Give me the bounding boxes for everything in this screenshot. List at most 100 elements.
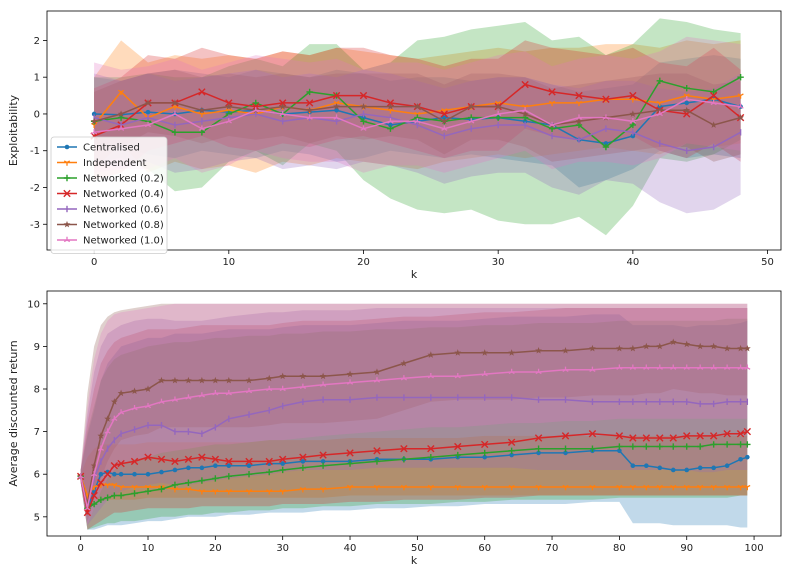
x-tick-label: 10 [222, 257, 235, 268]
point-networked-1-0 [427, 373, 434, 379]
series-networked-0-4 [76, 427, 752, 517]
point-networked-0-8 [535, 347, 542, 354]
point-networked-0-8 [629, 110, 637, 117]
legend-marker [63, 189, 71, 198]
point-networked-0-8 [373, 368, 381, 375]
y-axis-label: Exploitability [7, 94, 20, 166]
legend-label: Networked (0.8) [83, 220, 164, 231]
point-networked-1-0 [97, 445, 104, 451]
x-tick-label: 30 [492, 257, 505, 268]
legend-item-networked-0-8: Networked (0.8) [57, 220, 164, 231]
band-networked-0-6 [80, 308, 748, 526]
point-networked-1-0 [495, 110, 502, 117]
point-centralised [644, 463, 649, 468]
exploitability-chart: 0 10 20 30 40 50 -3 -2 -1 0 1 2 k Exploitability Centr… [7, 10, 782, 281]
point-networked-1-0 [656, 364, 663, 370]
point-networked-0-2 [212, 475, 219, 482]
point-networked-0-8 [158, 376, 165, 384]
point-networked-0-4 [615, 432, 624, 440]
point-networked-0-2 [521, 114, 529, 121]
point-networked-1-0 [373, 377, 381, 383]
point-networked-0-4 [400, 444, 408, 453]
point-networked-1-0 [683, 96, 690, 102]
point-networked-0-4 [278, 99, 287, 107]
point-independent [185, 486, 192, 493]
legend-label: Networked (0.6) [83, 205, 164, 216]
series-independent [77, 474, 751, 499]
point-independent [131, 484, 138, 491]
legend-label: Networked (1.0) [83, 236, 164, 247]
point-networked-0-2 [494, 114, 502, 121]
point-networked-1-0 [212, 390, 219, 396]
point-independent [616, 484, 623, 491]
point-networked-0-8 [90, 117, 98, 125]
point-networked-0-8 [279, 372, 287, 380]
point-networked-0-8 [413, 103, 421, 110]
point-networked-0-8 [117, 389, 125, 397]
point-networked-0-4 [521, 80, 529, 89]
point-networked-0-4 [171, 457, 179, 466]
point-networked-1-0 [144, 402, 152, 409]
y-axis-label: Average discounted return [7, 340, 20, 486]
point-independent [279, 489, 286, 495]
point-networked-0-4 [575, 91, 583, 100]
point-networked-1-0 [84, 505, 91, 511]
point-centralised [91, 111, 97, 117]
point-centralised [745, 454, 750, 460]
point-networked-0-2 [185, 479, 192, 486]
point-networked-0-2 [90, 500, 98, 508]
point-networked-1-0 [481, 370, 488, 377]
y-tick-label: 8 [34, 385, 40, 396]
point-independent [697, 484, 704, 491]
point-networked-0-4 [602, 95, 610, 103]
legend-item-centralised: Centralised [57, 143, 140, 154]
x-axis-label: k [411, 554, 418, 567]
point-networked-0-2 [656, 443, 663, 450]
point-networked-0-2 [670, 443, 677, 450]
plot-area [76, 303, 752, 530]
point-networked-0-4 [642, 434, 651, 442]
legend-marker [63, 220, 71, 228]
point-independent [198, 489, 205, 495]
point-independent [656, 484, 663, 491]
point-independent [629, 484, 636, 491]
point-networked-0-4 [225, 99, 233, 107]
point-centralised [118, 471, 124, 477]
point-networked-1-0 [111, 415, 118, 421]
point-networked-1-0 [400, 375, 408, 381]
point-centralised [246, 463, 252, 468]
axes-frame [46, 10, 782, 251]
point-networked-0-4 [83, 508, 92, 517]
point-independent [535, 484, 542, 491]
point-networked-0-8 [683, 106, 691, 114]
axes-frame [46, 290, 782, 537]
y-tick-label: 2 [34, 36, 40, 47]
point-centralised [684, 467, 690, 473]
point-networked-1-0 [683, 364, 690, 370]
point-networked-1-0 [279, 110, 286, 117]
point-networked-0-2 [117, 492, 125, 499]
x-tick-label: 10 [142, 543, 155, 554]
point-centralised [697, 465, 703, 471]
y-tick-label: 6 [34, 470, 40, 481]
point-networked-0-2 [427, 453, 435, 461]
point-networked-1-0 [724, 364, 731, 370]
x-tick-label: 60 [478, 543, 491, 554]
point-networked-0-4 [225, 457, 233, 466]
point-networked-1-0 [629, 364, 636, 370]
point-networked-0-2 [548, 125, 556, 132]
point-networked-0-8 [642, 342, 650, 350]
point-networked-1-0 [299, 383, 306, 390]
point-networked-0-8 [90, 462, 98, 469]
point-centralised [334, 107, 339, 113]
legend-item-networked-0-4: Networked (0.4) [57, 189, 164, 200]
point-networked-0-4 [90, 491, 98, 500]
y-tick-label: -3 [30, 220, 40, 231]
point-networked-0-2 [400, 456, 408, 463]
point-networked-0-8 [299, 372, 307, 380]
point-centralised [186, 465, 191, 471]
point-networked-0-8 [656, 106, 664, 114]
point-centralised [145, 109, 151, 115]
point-networked-0-2 [683, 85, 690, 92]
point-networked-1-0 [562, 366, 569, 372]
